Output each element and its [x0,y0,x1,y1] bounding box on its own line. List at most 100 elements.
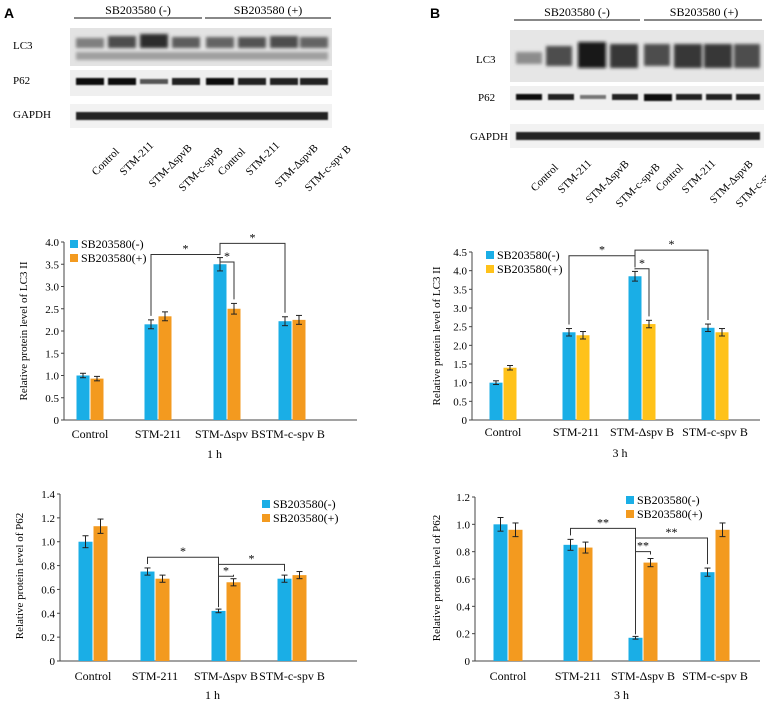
bar [277,578,292,661]
legend-swatch [626,510,634,518]
significance-bracket [568,255,636,325]
bar [158,316,172,420]
x-tick-label: STM-c-spv B [259,427,325,441]
y-tick-label: 3.0 [45,282,59,294]
bar [292,575,307,661]
blot-b-lane-6: STM-211 [680,158,718,196]
legend-label: SB203580(-) [637,493,700,507]
y-tick-label: 3.0 [453,303,467,315]
x-tick-label: STM-Δspv B [610,425,674,439]
bar [76,375,90,420]
significance-label: ** [666,525,678,539]
blot-b-lane-2: STM-211 [556,158,594,196]
x-tick-label: STM-c-spv B [259,669,325,683]
bar [642,324,656,420]
y-tick-label: 0.5 [45,393,59,405]
x-tick-label: Control [485,425,522,439]
x-tick-label: Control [72,427,109,441]
panel-letter-a: A [4,5,14,21]
significance-label: ** [597,515,609,529]
y-axis-label: Relative protein level of LC3 II [18,261,30,400]
y-tick-label: 4.0 [45,237,59,249]
bar [576,335,590,420]
bar [227,308,241,420]
y-tick-label: 1.4 [41,489,55,501]
x-tick-label: STM-211 [135,427,181,441]
bar [578,547,593,661]
x-tick-label: STM-Δspv B [611,669,675,683]
y-tick-label: 0.5 [453,396,467,408]
legend-swatch [262,514,270,522]
bar [715,332,729,420]
bar [562,332,576,420]
bar [643,562,658,661]
bar [211,610,226,661]
y-tick-label: 3.5 [453,284,467,296]
y-tick-label: 2.0 [45,326,59,338]
x-axis-label: 1 h [205,688,220,702]
y-tick-label: 1.5 [45,348,59,360]
legend-label: SB203580(-) [81,237,144,251]
significance-label: * [183,241,189,255]
bar [489,382,503,420]
blot-a-row-lc3: LC3 [13,40,33,52]
bar [144,324,158,420]
bar [628,276,642,420]
significance-label: * [669,237,675,251]
y-tick-label: 0.2 [41,632,55,644]
bar [701,327,715,420]
y-axis-label: Relative protein level of P62 [431,515,443,641]
bar [213,264,227,420]
y-tick-label: 0.6 [456,574,470,586]
legend-label: SB203580(-) [497,248,560,262]
y-tick-label: 1.2 [456,492,470,504]
y-tick-label: 4.5 [453,247,467,259]
blot-a-lane-1: Control [90,146,122,178]
x-tick-label: Control [75,669,112,683]
bar [78,541,93,661]
blot-b-row-p62: P62 [478,92,495,104]
legend-label: SB203580(+) [273,511,338,525]
chart-p62-1h: 0 0.2 0.4 0.6 0.8 1.0 1.2 1.4 Relative protein l… [14,489,357,702]
y-tick-label: 0.8 [41,561,55,573]
blot-b-header-left: SB203580 (-) [544,5,610,19]
blot-a-header-right: SB203580 (+) [234,3,302,17]
bar [503,367,517,420]
y-tick-label: 1.2 [41,513,55,525]
significance-label: ** [637,539,649,553]
y-tick-label: 3.5 [45,259,59,271]
y-tick-label: 2.5 [45,304,59,316]
significance-bracket [634,249,709,321]
x-tick-label: STM-c-spv B [682,425,748,439]
blot-a-header-left: SB203580 (-) [105,3,171,17]
y-tick-label: 1.0 [453,378,467,390]
bar [563,544,578,661]
chart-lc3-3h: 0 0.5 1.0 1.5 2.0 2.5 3.0 3.5 4.0 4.5 Relative pro… [431,237,760,460]
blot-a-row-p62: P62 [13,75,30,87]
blot-a-lane-6: STM-211 [244,140,282,178]
y-tick-label: 1.0 [41,537,55,549]
legend-label: SB203580(+) [637,507,702,521]
significance-bracket [150,253,221,316]
x-tick-label: STM-211 [553,425,599,439]
y-tick-label: 1.0 [456,519,470,531]
significance-bracket [219,242,286,313]
western-blot-a: SB203580 (-) SB203580 (+) LC3 P62 GAPDH [13,3,354,194]
y-axis-label: Relative protein level of LC3 II [431,266,443,405]
significance-bracket [634,268,650,317]
legend-swatch [70,240,78,248]
significance-label: * [639,256,645,270]
blot-b-header-right: SB203580 (+) [670,5,738,19]
western-blot-b: SB203580 (-) SB203580 (+) LC3 P62 GAPDH [470,5,766,210]
y-tick-label: 0.4 [41,608,55,620]
x-axis-label: 3 h [613,446,628,460]
bar [493,524,508,661]
significance-label: * [249,551,255,565]
y-tick-label: 1.0 [45,371,59,383]
significance-label: * [599,243,605,257]
x-tick-label: STM-211 [132,669,178,683]
x-tick-label: STM-c-spv B [682,669,748,683]
x-tick-label: Control [490,669,527,683]
significance-bracket [635,537,708,633]
